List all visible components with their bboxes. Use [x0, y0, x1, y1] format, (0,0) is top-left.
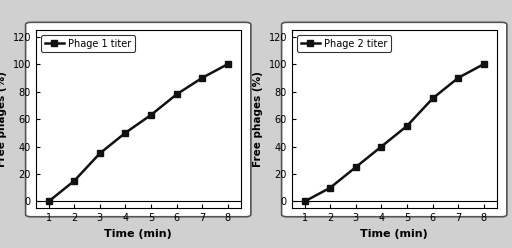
Y-axis label: Free phages (%): Free phages (%) [0, 71, 7, 167]
X-axis label: Time (min): Time (min) [360, 229, 428, 239]
Phage 1 titer [148, 113, 154, 116]
Y-axis label: Free phages (%): Free phages (%) [253, 71, 263, 167]
Phage 1 titer [46, 200, 52, 203]
X-axis label: Time (min): Time (min) [104, 229, 172, 239]
Legend: Phage 1 titer: Phage 1 titer [40, 35, 135, 52]
Phage 2 titer [327, 186, 333, 189]
Phage 2 titer [455, 76, 461, 79]
Phage 2 titer [353, 166, 359, 169]
Phage 1 titer [122, 131, 129, 134]
Phage 2 titer [404, 124, 410, 127]
Line: Phage 2 titer: Phage 2 titer [302, 61, 486, 204]
Phage 1 titer [97, 152, 103, 155]
Line: Phage 1 titer: Phage 1 titer [46, 61, 230, 204]
Phage 1 titer [71, 179, 77, 182]
Phage 2 titer [430, 97, 436, 100]
Phage 1 titer [225, 62, 231, 65]
Legend: Phage 2 titer: Phage 2 titer [296, 35, 391, 52]
Phage 1 titer [174, 93, 180, 96]
Phage 2 titer [481, 62, 487, 65]
Phage 1 titer [199, 76, 205, 79]
Phage 2 titer [378, 145, 385, 148]
Phage 2 titer [302, 200, 308, 203]
